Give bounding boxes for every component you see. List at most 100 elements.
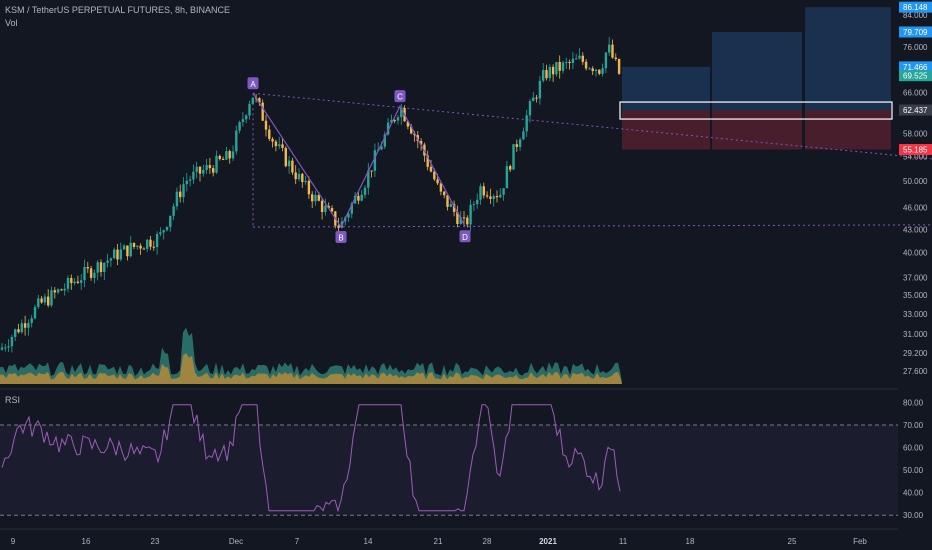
candle-body xyxy=(159,232,162,235)
price-badge xyxy=(899,104,932,116)
candle-body xyxy=(413,133,416,136)
candle-body xyxy=(558,61,561,71)
candle-body xyxy=(446,195,449,207)
candle-body xyxy=(268,129,271,139)
candle-body xyxy=(287,160,291,167)
candle-body xyxy=(225,151,228,160)
price-tick: 31.000 xyxy=(903,330,928,339)
price-tick: 54.000 xyxy=(903,152,928,161)
candle-body xyxy=(66,277,70,289)
candle-body xyxy=(50,290,53,306)
candle-body xyxy=(551,66,555,75)
volume-fill-up xyxy=(0,327,622,384)
price-badge-label: 71.466 xyxy=(903,63,928,72)
candle-body xyxy=(591,68,594,72)
candle-body xyxy=(611,44,614,58)
price-tick: 58.000 xyxy=(903,130,928,139)
stop-zone xyxy=(805,110,891,150)
rsi-tick: 30.00 xyxy=(903,511,924,520)
candle-body xyxy=(499,194,502,198)
rsi-line xyxy=(1,404,621,513)
candle-body xyxy=(555,61,558,75)
candle-body xyxy=(307,180,311,195)
candle-body xyxy=(505,166,509,189)
candle-body xyxy=(23,323,27,328)
candle-body xyxy=(614,57,617,60)
candle-body xyxy=(304,180,307,183)
candle-body xyxy=(113,249,116,259)
candle-body xyxy=(152,246,155,248)
candle-body xyxy=(515,144,518,147)
candle-body xyxy=(192,171,195,180)
candle-body xyxy=(466,217,469,225)
candle-body xyxy=(284,147,287,167)
candle-body xyxy=(386,122,390,135)
candle-body xyxy=(525,115,528,132)
candle-body xyxy=(433,171,436,180)
candle-body xyxy=(565,62,568,64)
position-zones xyxy=(619,7,893,150)
price-badge-label: 55.185 xyxy=(903,146,928,155)
candle-body xyxy=(56,289,60,293)
candle-body xyxy=(228,151,231,159)
candle-body xyxy=(109,258,113,261)
candle-body xyxy=(106,260,109,263)
candle-body xyxy=(373,150,377,171)
chart-title: KSM / TetherUS PERPETUAL FUTURES, 8h, BI… xyxy=(5,5,231,15)
candle-body xyxy=(258,98,261,103)
candle-body xyxy=(274,141,278,147)
pattern-point-c-label: C xyxy=(397,93,403,102)
candle-body xyxy=(575,58,578,60)
price-badge xyxy=(899,1,932,13)
candle-body xyxy=(146,239,149,249)
rsi-label: RSI xyxy=(5,395,21,405)
candle-body xyxy=(169,215,172,227)
candle-body xyxy=(410,126,413,134)
candle-body xyxy=(584,61,588,69)
candle-body xyxy=(581,55,584,62)
lower-trendline xyxy=(252,224,932,228)
candle-body xyxy=(17,329,20,333)
candle-body xyxy=(218,155,221,160)
candle-body xyxy=(294,172,297,180)
time-axis: 9 16 23 Dec 7 14 21 28 2021 11 18 25 Feb xyxy=(11,537,868,546)
candle-body xyxy=(462,217,466,219)
candle-body xyxy=(324,205,327,212)
candle-body xyxy=(588,68,591,70)
price-axis: 84.000 76.000 66.000 58.000 54.000 50.000 46.0… xyxy=(0,1,932,530)
candle-body xyxy=(30,318,33,323)
time-label: 16 xyxy=(82,537,91,546)
time-label: 9 xyxy=(11,537,16,546)
price-badge-label: 86.148 xyxy=(903,3,928,12)
candle-body xyxy=(360,194,363,201)
candle-body xyxy=(353,195,357,204)
rsi-pane: 80.00 70.00 60.00 50.00 40.00 30.00 xyxy=(0,399,924,520)
candle-body xyxy=(608,44,611,53)
candle-body xyxy=(10,336,14,347)
candle-body xyxy=(185,180,188,185)
time-label: 23 xyxy=(151,537,160,546)
time-label: Feb xyxy=(853,537,867,546)
candle-body xyxy=(532,97,535,102)
rsi-tick: 80.00 xyxy=(903,399,924,408)
stop-zone xyxy=(712,110,802,150)
candle-body xyxy=(396,117,400,121)
candle-body xyxy=(512,144,515,170)
candle-body xyxy=(482,186,485,196)
candle-body xyxy=(426,155,429,167)
candle-body xyxy=(142,248,146,250)
candle-body xyxy=(264,120,268,130)
time-label: 25 xyxy=(788,537,797,546)
abcd-pattern: A B C D xyxy=(247,77,471,244)
target-zone xyxy=(805,7,891,111)
candle-body xyxy=(14,329,17,337)
candle-body xyxy=(472,204,476,206)
candle-body xyxy=(367,170,370,188)
candle-body xyxy=(390,120,393,123)
candle-body xyxy=(452,204,456,212)
rsi-tick: 50.00 xyxy=(903,466,924,475)
pattern-point-c-marker xyxy=(394,90,406,103)
candle-body xyxy=(122,245,126,250)
candle-body xyxy=(561,62,565,71)
